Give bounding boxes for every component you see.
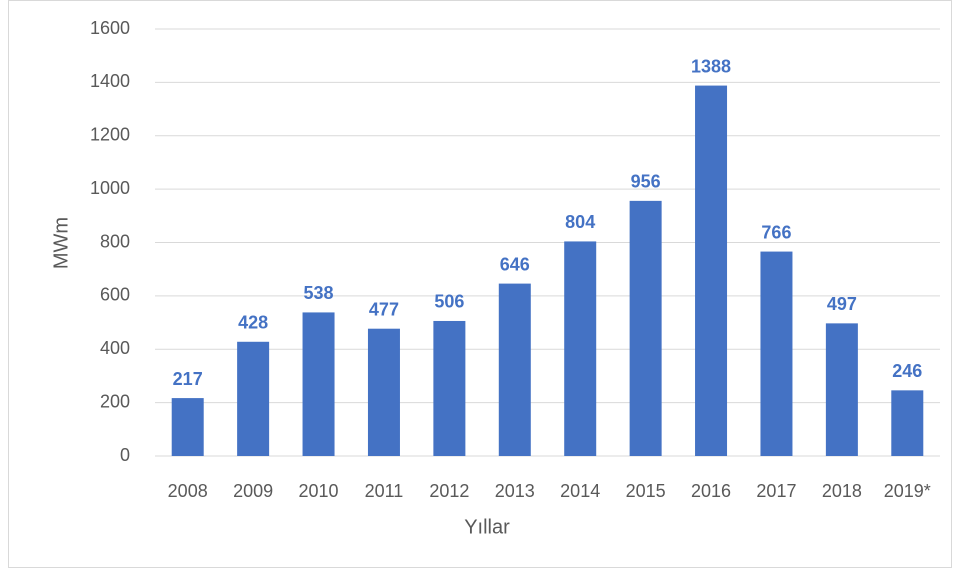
- chart-border: [8, 0, 952, 568]
- y-axis-label: MWm: [50, 217, 72, 269]
- x-tick-label: 2014: [560, 481, 600, 501]
- value-label: 646: [500, 254, 530, 274]
- value-label: 506: [434, 292, 464, 312]
- x-tick-label: 2012: [429, 481, 469, 501]
- bar: [629, 200, 662, 456]
- bar: [760, 251, 793, 456]
- value-label: 428: [238, 313, 268, 333]
- bar: [302, 312, 335, 456]
- x-axis-label: Yıllar: [464, 516, 510, 538]
- x-tick-label: 2016: [691, 481, 731, 501]
- y-tick-label: 1600: [90, 18, 130, 38]
- x-tick-label: 2010: [299, 481, 339, 501]
- y-tick-label: 200: [100, 391, 130, 411]
- value-label: 497: [827, 294, 857, 314]
- bar: [171, 398, 204, 456]
- x-tick-label: 2008: [168, 481, 208, 501]
- x-tick-label: 2019*: [884, 481, 931, 501]
- x-tick-label: 2013: [495, 481, 535, 501]
- x-tick-label: 2009: [233, 481, 273, 501]
- y-tick-label: 400: [100, 338, 130, 358]
- y-tick-label: 0: [120, 445, 130, 465]
- bar: [237, 341, 270, 456]
- value-label: 956: [631, 172, 661, 192]
- y-tick-label: 1400: [90, 71, 130, 91]
- value-label: 766: [761, 222, 791, 242]
- bar: [825, 323, 858, 456]
- bar: [564, 241, 597, 456]
- x-tick-label: 2015: [626, 481, 666, 501]
- value-label: 804: [565, 212, 595, 232]
- value-label: 477: [369, 299, 399, 319]
- x-tick-label: 2011: [365, 481, 404, 501]
- value-label: 246: [892, 361, 922, 381]
- y-tick-label: 1200: [90, 125, 130, 145]
- y-tick-label: 1000: [90, 178, 130, 198]
- bar: [367, 328, 400, 456]
- value-label: 1388: [691, 56, 731, 76]
- x-tick-label: 2018: [822, 481, 862, 501]
- bar: [498, 283, 531, 456]
- y-tick-label: 800: [100, 231, 130, 251]
- x-tick-label: 2017: [756, 481, 796, 501]
- value-label: 217: [173, 369, 203, 389]
- y-tick-label: 600: [100, 285, 130, 305]
- bar: [433, 320, 466, 456]
- bar: [891, 390, 924, 456]
- bar: [695, 85, 728, 456]
- value-label: 538: [304, 283, 334, 303]
